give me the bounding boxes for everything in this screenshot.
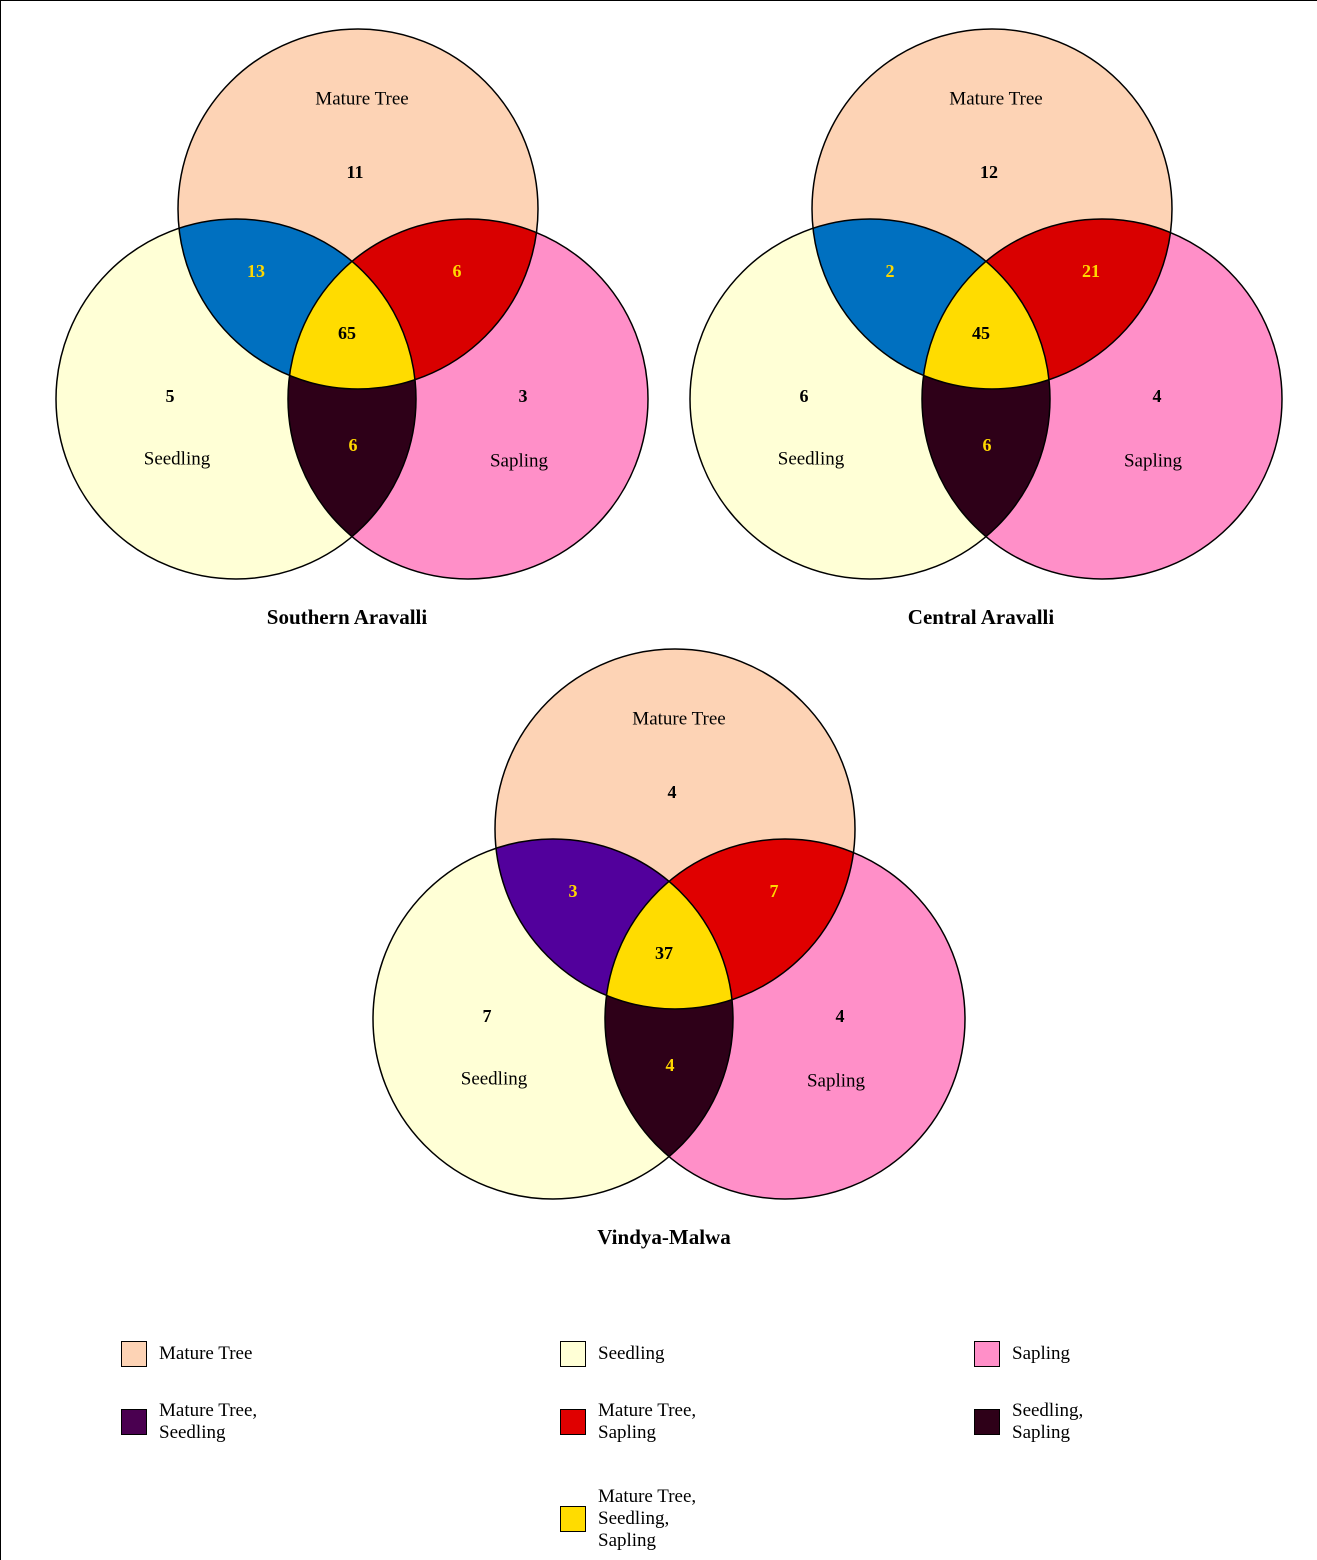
set-label: Sapling: [490, 450, 549, 471]
legend-label: Sapling: [1012, 1343, 1071, 1364]
set-label: Seedling: [144, 448, 211, 469]
set-label: Mature Tree: [315, 88, 408, 109]
region-count: 6: [983, 435, 992, 455]
region-count: 11: [346, 162, 363, 182]
legend-swatch: [974, 1409, 1000, 1435]
region-count: 37: [655, 943, 673, 963]
region-count: 4: [1153, 386, 1162, 406]
venn-title: Vindya-Malwa: [597, 1225, 731, 1249]
region-count: 6: [349, 435, 358, 455]
circle-outline: [811, 28, 1173, 390]
legend-swatch: [560, 1506, 586, 1532]
legend-swatch: [974, 1341, 1000, 1367]
region-count: 3: [569, 881, 578, 901]
circle-outline: [287, 218, 649, 580]
legend-item: Sapling: [974, 1341, 1122, 1367]
region-count: 4: [668, 782, 677, 802]
legend-swatch: [560, 1341, 586, 1367]
set-label: Sapling: [807, 1070, 866, 1091]
venn-region: [812, 219, 1050, 389]
legend-label: Seedling, Sapling: [1012, 1400, 1084, 1443]
legend-item: Seedling, Sapling: [974, 1400, 1122, 1444]
region-count: 7: [483, 1006, 492, 1026]
region-count: 4: [836, 1006, 845, 1026]
circle-outline: [177, 28, 539, 390]
legend-swatch: [121, 1409, 147, 1435]
legend-label: Mature Tree, Seedling: [159, 1400, 258, 1443]
region-count: 4: [666, 1055, 675, 1075]
region-count: 13: [247, 261, 265, 281]
region-count: 65: [338, 323, 356, 343]
region-count: 21: [1082, 261, 1100, 281]
legend-item: Mature Tree: [121, 1341, 269, 1367]
legend-label: Mature Tree, Seedling, Sapling: [598, 1486, 697, 1551]
set-label: Mature Tree: [632, 708, 725, 729]
venn-title: Southern Aravalli: [267, 605, 428, 629]
region-count: 3: [519, 386, 528, 406]
venn-region: [922, 219, 1172, 389]
circle-outline: [689, 218, 1051, 580]
region-count: 6: [800, 386, 809, 406]
legend-swatch: [121, 1341, 147, 1367]
legend-item: Mature Tree, Seedling: [121, 1400, 269, 1444]
venn-panel: 11 5 3 13 6 6 65 Mature Tree Seedling Sapling Sout…: [55, 28, 1283, 1249]
legend-swatch: [560, 1409, 586, 1435]
venn-region: [178, 219, 416, 389]
circle-outline: [372, 838, 734, 1200]
region-count: 12: [980, 162, 998, 182]
venn-region: [288, 219, 538, 389]
venn-title: Central Aravalli: [908, 605, 1055, 629]
set-label: Seedling: [778, 448, 845, 469]
region-count: 45: [972, 323, 990, 343]
set-label: Seedling: [461, 1068, 528, 1089]
set-label: Sapling: [1124, 450, 1183, 471]
venn-region: [495, 839, 733, 1009]
region-count: 7: [770, 881, 779, 901]
circle-outline: [921, 218, 1283, 580]
legend-label: Mature Tree: [159, 1343, 253, 1364]
venn-region: [605, 839, 855, 1009]
region-count: 6: [453, 261, 462, 281]
legend-item: Mature Tree, Sapling: [560, 1400, 708, 1444]
circle-outline: [55, 218, 417, 580]
region-count: 2: [886, 261, 895, 281]
legend-item: Seedling: [560, 1341, 708, 1367]
legend-label: Mature Tree, Sapling: [598, 1400, 697, 1443]
set-label: Mature Tree: [949, 88, 1042, 109]
circle-outline: [494, 648, 856, 1010]
circle-outline: [604, 838, 966, 1200]
region-count: 5: [166, 386, 175, 406]
legend-label: Seedling: [598, 1343, 665, 1364]
legend-item: Mature Tree, Seedling, Sapling: [560, 1486, 708, 1552]
